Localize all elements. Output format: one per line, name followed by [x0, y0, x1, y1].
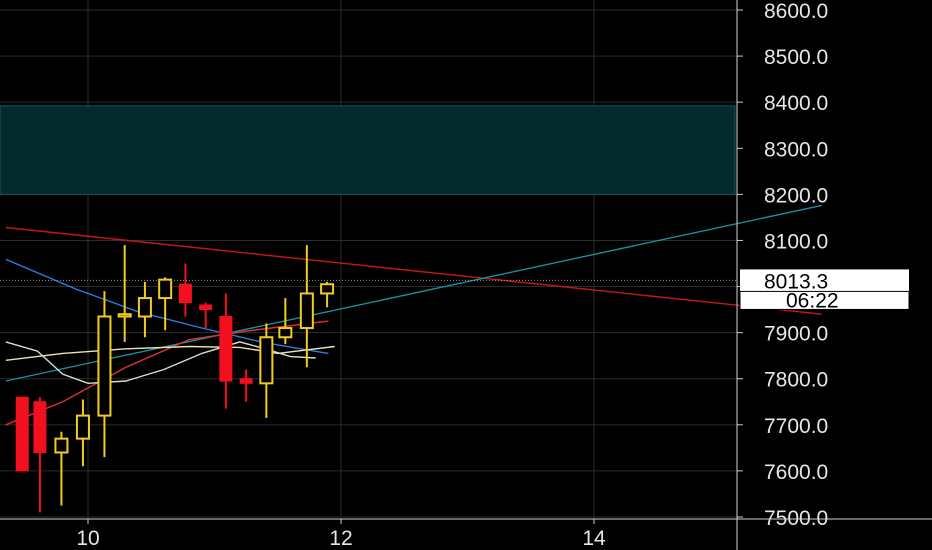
candle[interactable]	[97, 291, 112, 458]
candle-body	[33, 401, 47, 453]
x-tick-label: 14	[582, 527, 606, 550]
countdown-box	[739, 290, 910, 310]
y-tick-label: 8100.0	[764, 230, 828, 253]
candle-body	[75, 414, 90, 440]
candle-body	[239, 378, 253, 384]
candle-body	[158, 278, 173, 300]
candle[interactable]	[278, 298, 293, 345]
y-tick-label: 7900.0	[764, 323, 828, 346]
candle[interactable]	[54, 431, 69, 506]
series-line-6	[5, 341, 316, 385]
series-line-3	[5, 258, 329, 355]
candle-body	[97, 315, 112, 417]
candle[interactable]	[15, 396, 29, 472]
candle-body	[54, 437, 69, 454]
candle-body	[178, 283, 192, 304]
candle-body	[320, 283, 335, 295]
candle-body	[15, 396, 29, 472]
y-tick-label: 8600.0	[764, 0, 828, 23]
series-line-4	[5, 320, 329, 426]
candle[interactable]	[33, 397, 47, 513]
series-line-2	[5, 204, 822, 382]
candle-body	[117, 313, 132, 318]
x-tick-label: 10	[76, 527, 99, 550]
y-tick-label: 8200.0	[764, 184, 828, 207]
last-price-box	[740, 269, 909, 292]
candle[interactable]	[239, 369, 253, 402]
candle[interactable]	[299, 245, 314, 368]
candle-body	[259, 336, 274, 385]
candle[interactable]	[75, 399, 90, 467]
candle[interactable]	[199, 302, 213, 329]
y-tick-label: 7800.0	[764, 369, 828, 392]
countdown-label: 06:22	[786, 289, 839, 312]
y-tick-label: 7600.0	[764, 461, 828, 484]
y-tick-label: 8500.0	[764, 46, 828, 69]
candle[interactable]	[137, 281, 152, 338]
candle[interactable]	[178, 263, 192, 317]
candle[interactable]	[219, 293, 233, 409]
series-layer	[5, 204, 822, 426]
series-line-1	[5, 226, 822, 315]
candle-layer	[15, 245, 335, 513]
candle-body	[299, 292, 314, 330]
candle-body	[278, 327, 293, 339]
candle[interactable]	[259, 323, 274, 418]
price-tag: 8013.3 06:22	[739, 269, 910, 312]
y-tick-label: 8300.0	[764, 138, 828, 161]
candle[interactable]	[320, 281, 335, 308]
x-tick-label: 12	[329, 527, 352, 550]
y-tick-label: 7700.0	[764, 415, 828, 438]
candle-body	[219, 316, 233, 382]
last-price-label: 8013.3	[764, 270, 828, 293]
candle-body	[199, 304, 213, 311]
candle-body	[137, 297, 152, 318]
supply-zone[interactable]	[0, 105, 736, 195]
x-axis[interactable]: 10 12 14	[0, 518, 932, 550]
candle[interactable]	[117, 245, 132, 342]
y-tick-label: 8400.0	[764, 92, 828, 115]
zone-layer	[0, 105, 736, 195]
candle[interactable]	[158, 277, 173, 331]
